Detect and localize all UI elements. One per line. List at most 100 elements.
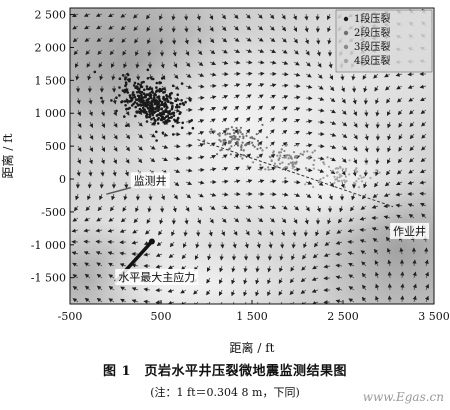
stress-vector <box>305 61 311 67</box>
stress-vector <box>385 85 391 91</box>
stress-vector <box>281 106 288 111</box>
event-point <box>334 178 337 181</box>
event-point <box>168 95 171 98</box>
stress-vector <box>400 295 405 303</box>
stress-vector <box>312 253 319 259</box>
stress-vector <box>281 179 289 184</box>
stress-vector <box>197 49 203 56</box>
event-point <box>136 94 140 98</box>
event-point <box>121 100 124 103</box>
event-point <box>179 102 182 106</box>
stress-vector <box>125 145 131 152</box>
event-point <box>219 140 222 143</box>
stress-vector <box>209 49 216 55</box>
stress-vector <box>362 284 367 291</box>
stress-vector <box>185 181 193 185</box>
stress-vector <box>421 145 427 151</box>
stress-vector <box>75 61 79 68</box>
stress-vector <box>233 105 240 111</box>
stress-vector <box>133 25 139 31</box>
stress-vector <box>257 48 265 53</box>
stress-vector <box>149 121 156 126</box>
stress-vector <box>341 157 347 163</box>
stress-vector <box>221 95 229 99</box>
stress-vector <box>172 205 177 213</box>
stress-vector <box>243 265 248 273</box>
stress-vector <box>243 301 248 304</box>
stress-vector <box>85 49 91 55</box>
stress-vector <box>364 133 369 141</box>
event-point <box>237 144 240 147</box>
event-point <box>121 89 125 92</box>
event-point <box>155 90 158 93</box>
event-point <box>125 99 129 103</box>
stress-vector <box>168 253 175 259</box>
stress-vector <box>197 73 205 77</box>
stress-vector <box>312 265 319 270</box>
event-point <box>302 153 305 156</box>
event-point <box>181 121 184 125</box>
series-4 <box>291 159 381 189</box>
stress-vector <box>383 215 391 220</box>
event-point <box>168 92 172 96</box>
stress-vector <box>304 37 309 45</box>
stress-vector <box>407 203 415 208</box>
stress-vector <box>72 217 79 222</box>
event-point <box>333 181 336 184</box>
event-point <box>155 130 158 134</box>
stress-vector <box>73 205 79 212</box>
event-point <box>124 104 127 107</box>
stress-vector <box>336 229 343 234</box>
stress-vector <box>400 271 405 279</box>
event-point <box>299 152 302 155</box>
stress-vector <box>289 301 295 304</box>
stress-vector <box>75 73 80 81</box>
event-point <box>175 105 178 109</box>
stress-vector <box>257 71 265 76</box>
event-point <box>259 163 262 166</box>
event-point <box>313 149 316 152</box>
stress-vector <box>143 287 151 292</box>
event-point <box>344 167 348 170</box>
event-point <box>264 168 267 171</box>
stress-vector <box>161 157 169 161</box>
event-point <box>176 93 179 96</box>
stress-vector <box>197 61 204 66</box>
operation-well-path <box>197 139 394 208</box>
stress-vector <box>219 265 224 273</box>
stress-vector <box>233 179 241 184</box>
stress-vector <box>221 117 228 123</box>
stress-vector <box>269 205 277 209</box>
event-point <box>341 168 344 171</box>
stress-vector <box>359 239 367 244</box>
annotation-3: 水平最大主应力 <box>118 270 195 284</box>
stress-vector <box>173 61 178 68</box>
stress-vector <box>88 97 93 105</box>
stress-vector <box>348 217 355 222</box>
event-point <box>240 146 243 149</box>
stress-vector <box>407 72 415 77</box>
stress-vector <box>257 94 264 99</box>
stress-vector <box>100 109 105 117</box>
legend-entry: 2段压裂 <box>354 26 390 39</box>
stress-vector <box>387 121 392 129</box>
stress-vector <box>219 253 224 261</box>
stress-vector <box>281 49 288 54</box>
event-point <box>164 109 167 113</box>
stress-vector <box>96 273 103 279</box>
stress-vector <box>375 157 380 165</box>
stress-vector <box>257 25 264 31</box>
stress-vector <box>197 84 205 89</box>
event-point <box>218 138 221 141</box>
event-point <box>139 91 142 95</box>
event-point <box>274 166 277 169</box>
stress-vector <box>84 297 91 303</box>
stress-vector <box>135 205 140 213</box>
event-point <box>138 103 142 106</box>
event-point <box>162 91 165 94</box>
event-point <box>327 165 331 168</box>
event-point <box>360 176 363 179</box>
stress-vector <box>173 73 179 80</box>
stress-vector <box>173 108 181 113</box>
